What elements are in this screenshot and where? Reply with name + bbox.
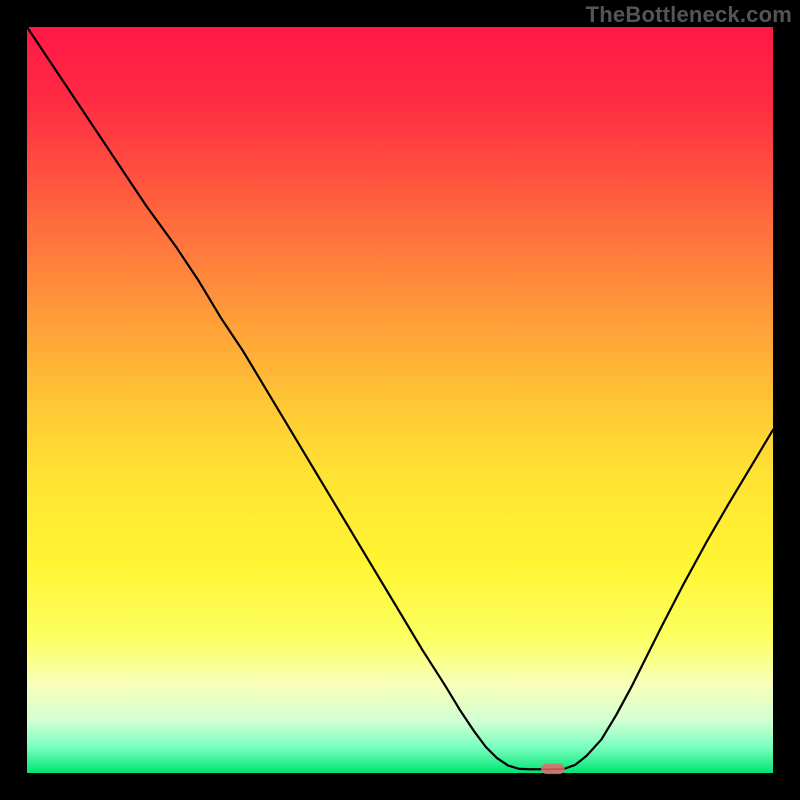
chart-frame: TheBottleneck.com [0, 0, 800, 800]
optimal-point-marker [541, 764, 565, 774]
watermark-text: TheBottleneck.com [586, 2, 792, 28]
plot-background [27, 27, 773, 773]
bottleneck-curve-chart [0, 0, 800, 800]
